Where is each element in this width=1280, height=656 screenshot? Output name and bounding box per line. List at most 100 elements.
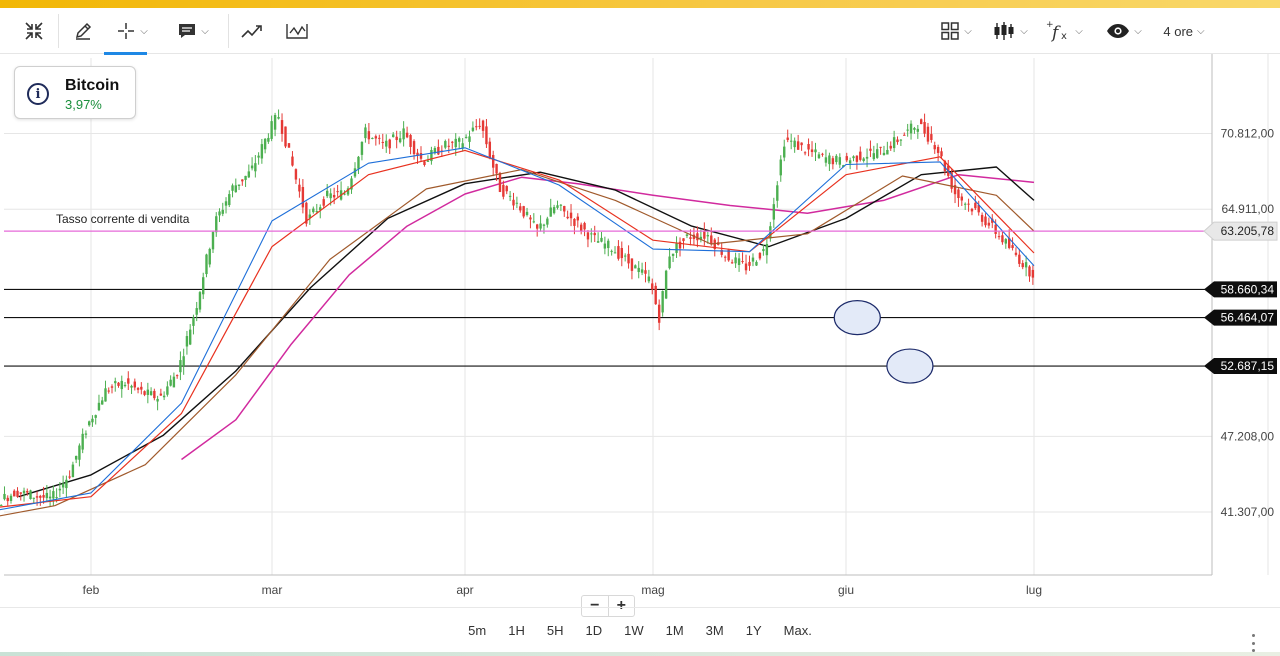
trend-button[interactable] [234,8,270,54]
chart-type-button[interactable]: ⌵ [988,8,1032,54]
candle-body [977,205,980,213]
candle-body [967,203,970,205]
candle-body [512,199,515,206]
candle-body [65,479,68,489]
candle-body [367,131,371,140]
candle-body [828,155,831,165]
candle-body [156,398,159,402]
candle-body [182,356,185,366]
period-3m[interactable]: 3M [705,622,724,638]
candle-body [471,127,475,131]
candle-body [630,258,634,271]
candle-body [838,157,842,165]
function-button[interactable]: + f x ⌵ [1040,8,1088,54]
period-1w[interactable]: 1W [624,622,644,638]
period-max[interactable]: Max. [783,622,812,638]
candle-body [224,201,228,206]
period-1m[interactable]: 1M [665,622,684,638]
candle-body [909,123,913,134]
ellipse-annotation [886,348,934,384]
candle-body [101,400,104,405]
candle-body [923,121,926,134]
draw-button[interactable] [64,8,102,54]
candle-body [198,292,202,310]
visibility-button[interactable]: ⌵ [1100,8,1148,54]
period-1h[interactable]: 1H [508,622,525,638]
candle-body [758,253,762,259]
candle-body [865,156,869,159]
period-5m[interactable]: 5m [468,622,487,638]
period-5h[interactable]: 5H [546,622,564,638]
candle-body [45,492,49,499]
candle-body [305,202,308,224]
candle-body [195,308,198,315]
candle-body [13,490,16,497]
crosshair-button[interactable]: ⌵ [106,8,158,54]
candle-body [1028,266,1031,277]
collapse-button[interactable] [14,8,54,54]
candle-body [374,136,378,139]
candle-body [71,464,75,478]
candle-body [1018,254,1021,264]
candle-body [542,224,546,226]
candle-body [563,206,566,212]
candle-body [153,390,156,399]
candle-body [706,235,710,237]
candle-body [957,189,960,199]
price-chart[interactable]: feb mar apr mag giu lug 70.812,00 64.911,00 47.2… [0,54,1280,652]
x-tick-label: apr [456,583,473,597]
candle-body [188,329,192,345]
comment-button[interactable]: ⌵ [168,8,218,54]
indicator-button[interactable] [280,8,314,54]
asset-change: 3,97% [65,97,102,112]
candle-body [22,490,26,494]
asset-info-card[interactable]: i Bitcoin 3,97% [14,66,136,119]
interval-selector[interactable]: 4 ore ⌵ [1158,8,1210,54]
candle-body [855,155,859,162]
bottom-decoration [0,652,1280,656]
candle-body [81,433,84,450]
period-1d[interactable]: 1D [585,622,603,638]
candle-body [1001,235,1004,243]
candle-body [859,151,862,160]
candle-body [963,203,967,205]
candle-body [913,127,916,130]
candle-body [723,256,727,258]
candle-body [720,249,723,255]
candle-body [519,206,522,211]
chart-canvas[interactable]: feb mar apr mag giu lug 70.812,00 64.911,00 47.2… [0,54,1280,607]
zoom-out-button[interactable]: − [590,597,600,614]
candle-body [991,218,994,223]
candle-body [423,161,426,166]
candle-body [1004,239,1007,244]
candle-body [848,160,852,164]
candle-body [872,153,876,160]
candle-body [675,243,678,253]
candle-body [208,248,211,265]
ma-long-black-line [18,166,1035,498]
candle-body [644,270,647,274]
more-options-icon[interactable] [1247,634,1259,652]
candle-body [668,256,671,269]
candle-body [58,488,62,491]
candle-body [78,445,81,460]
layout-button[interactable]: ⌵ [936,8,976,54]
candle-body [395,136,398,141]
candle-body [590,233,593,235]
period-1y[interactable]: 1Y [745,622,762,638]
candle-body [91,418,94,423]
candlestick-icon [994,22,1014,40]
candle-body [464,136,468,138]
candle-body [353,168,357,177]
zoom-in-button[interactable]: + [607,596,635,616]
candle-body [640,269,644,273]
y-tick-label: 64.911,00 [1222,202,1275,216]
candle-body [737,258,741,266]
indicator-chart-icon [286,24,308,39]
candle-body [586,232,590,240]
candle-body [19,492,22,494]
candle-body [461,143,464,149]
candle-body [789,140,793,142]
candle-body [192,317,195,326]
candle-body [458,138,461,142]
